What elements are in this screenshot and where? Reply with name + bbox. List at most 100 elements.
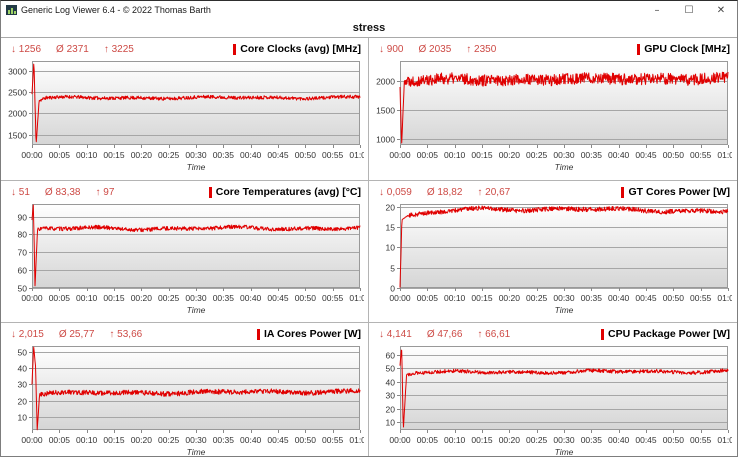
svg-text:00:15: 00:15 — [471, 435, 493, 445]
svg-text:00:10: 00:10 — [76, 150, 98, 160]
svg-text:00:25: 00:25 — [526, 293, 548, 303]
series-line — [399, 205, 729, 288]
svg-text:10: 10 — [386, 418, 396, 428]
chart-title-text: CPU Package Power [W] — [608, 328, 730, 340]
svg-text:00:35: 00:35 — [581, 293, 603, 303]
series-line — [31, 63, 361, 143]
svg-text:00:25: 00:25 — [158, 435, 180, 445]
svg-text:00:15: 00:15 — [471, 150, 493, 160]
svg-text:50: 50 — [18, 348, 28, 358]
series-line — [399, 349, 729, 428]
svg-text:00:10: 00:10 — [444, 293, 466, 303]
chart-plot-cpu-package-power: 10 20 30 40 50 60 00:00 00:05 00:10 00:15 00:20 00:… — [386, 346, 737, 456]
svg-text:40: 40 — [18, 364, 28, 374]
min-stat: ↓ 2,015 — [11, 328, 44, 340]
svg-text:00:25: 00:25 — [158, 150, 180, 160]
min-stat: ↓ 0,059 — [379, 186, 412, 198]
chart-stats: ↓ 2,015 Ø 25,77 ↑ 53,66 — [7, 329, 142, 340]
chart-stats: ↓ 51 Ø 83,38 ↑ 97 — [7, 187, 114, 198]
legend-color-mark — [233, 43, 237, 55]
svg-text:50: 50 — [18, 284, 28, 294]
svg-text:5: 5 — [390, 264, 395, 274]
avg-stat: Ø 83,38 — [44, 186, 81, 198]
svg-text:10: 10 — [386, 243, 396, 253]
svg-text:Time: Time — [187, 447, 206, 457]
avg-stat: Ø 2035 — [418, 43, 452, 55]
svg-text:00:50: 00:50 — [295, 150, 317, 160]
chart-title-text: Core Clocks (avg) [MHz] — [240, 43, 361, 55]
tab-strip: stress — [1, 19, 737, 38]
svg-text:Time: Time — [187, 305, 206, 315]
chart-title: Core Temperatures (avg) [°C] — [208, 186, 363, 198]
svg-text:50: 50 — [386, 364, 396, 374]
svg-text:00:40: 00:40 — [608, 435, 630, 445]
chart-panel-core-temps: ↓ 51 Ø 83,38 ↑ 97 Core Temperatures (avg) [… — [1, 180, 369, 322]
svg-text:00:55: 00:55 — [322, 150, 344, 160]
max-stat: ↑ 66,61 — [477, 328, 511, 340]
svg-text:2000: 2000 — [376, 77, 395, 87]
chart-plot-core-clocks: 1500 2000 2500 3000 00:00 00:05 00:10 00:15 00:2… — [8, 61, 368, 172]
svg-text:00:20: 00:20 — [499, 293, 521, 303]
chart-title: CPU Package Power [W] — [601, 328, 732, 340]
app-icon — [6, 5, 17, 15]
chart-header: ↓ 4,141 Ø 47,66 ↑ 66,61 CPU Package Power [… — [375, 325, 732, 343]
svg-text:00:20: 00:20 — [499, 435, 521, 445]
legend-color-mark — [601, 328, 605, 340]
svg-text:Time: Time — [555, 305, 574, 315]
tab-stress[interactable]: stress — [352, 22, 386, 34]
min-stat: ↓ 51 — [11, 186, 30, 198]
svg-text:00:15: 00:15 — [471, 293, 493, 303]
chart-plot-gt-power: 0 5 10 15 20 00:00 00:05 00:10 00:15 00:20 00:25 00… — [386, 203, 737, 316]
svg-text:20: 20 — [18, 397, 28, 407]
chart-header: ↓ 51 Ø 83,38 ↑ 97 Core Temperatures (avg) [… — [7, 183, 363, 201]
legend-color-mark — [208, 186, 212, 198]
svg-text:00:35: 00:35 — [213, 150, 235, 160]
close-button[interactable]: ✕ — [716, 4, 726, 16]
svg-text:00:05: 00:05 — [49, 150, 71, 160]
svg-text:00:10: 00:10 — [444, 150, 466, 160]
svg-text:00:35: 00:35 — [581, 435, 603, 445]
chart-title-text: IA Cores Power [W] — [263, 328, 361, 340]
svg-text:15: 15 — [386, 223, 396, 233]
avg-stat: Ø 2371 — [56, 43, 89, 55]
svg-text:00:55: 00:55 — [322, 293, 344, 303]
svg-text:00:40: 00:40 — [608, 150, 630, 160]
svg-text:00:00: 00:00 — [389, 293, 411, 303]
chart-title-text: GT Cores Power [W] — [628, 186, 730, 198]
svg-text:00:00: 00:00 — [21, 150, 43, 160]
svg-text:00:55: 00:55 — [690, 150, 712, 160]
svg-text:00:25: 00:25 — [526, 435, 548, 445]
svg-text:3000: 3000 — [8, 67, 27, 77]
svg-text:00:30: 00:30 — [553, 435, 575, 445]
avg-stat: Ø 25,77 — [58, 328, 95, 340]
chart-stats: ↓ 0,059 Ø 18,82 ↑ 20,67 — [375, 187, 510, 198]
minimize-button[interactable]: – — [654, 4, 660, 16]
avg-stat: Ø 47,66 — [426, 328, 463, 340]
chart-header: ↓ 1256 Ø 2371 ↑ 3225 Core Clocks (avg) [MHz… — [7, 40, 363, 58]
svg-text:00:40: 00:40 — [608, 293, 630, 303]
svg-text:00:55: 00:55 — [690, 435, 712, 445]
chart-panel-cpu-package-power: ↓ 4,141 Ø 47,66 ↑ 66,61 CPU Package Power [… — [369, 322, 737, 456]
svg-text:20: 20 — [386, 203, 396, 213]
chart-title-text: Core Temperatures (avg) [°C] — [215, 186, 361, 198]
svg-text:00:45: 00:45 — [635, 293, 657, 303]
svg-text:00:25: 00:25 — [158, 293, 180, 303]
svg-text:01:00: 01:00 — [349, 293, 364, 303]
max-stat: ↑ 97 — [95, 186, 115, 198]
chart-plot-ia-power: 10 20 30 40 50 00:00 00:05 00:10 00:15 00:20 00:25… — [18, 346, 368, 457]
max-stat: ↑ 3225 — [103, 43, 134, 55]
svg-text:00:35: 00:35 — [213, 435, 235, 445]
svg-text:00:05: 00:05 — [417, 435, 439, 445]
chart-panel-gt-power: ↓ 0,059 Ø 18,82 ↑ 20,67 GT Cores Power [W] 0… — [369, 180, 737, 322]
svg-text:00:45: 00:45 — [267, 435, 289, 445]
chart-header: ↓ 0,059 Ø 18,82 ↑ 20,67 GT Cores Power [W] — [375, 183, 732, 201]
legend-color-mark — [637, 43, 641, 55]
min-stat: ↓ 4,141 — [379, 328, 412, 340]
svg-text:00:15: 00:15 — [103, 293, 125, 303]
svg-text:00:30: 00:30 — [553, 150, 575, 160]
svg-text:00:45: 00:45 — [267, 293, 289, 303]
svg-text:30: 30 — [386, 391, 396, 401]
series-line — [31, 346, 361, 431]
maximize-button[interactable]: ☐ — [684, 4, 694, 16]
